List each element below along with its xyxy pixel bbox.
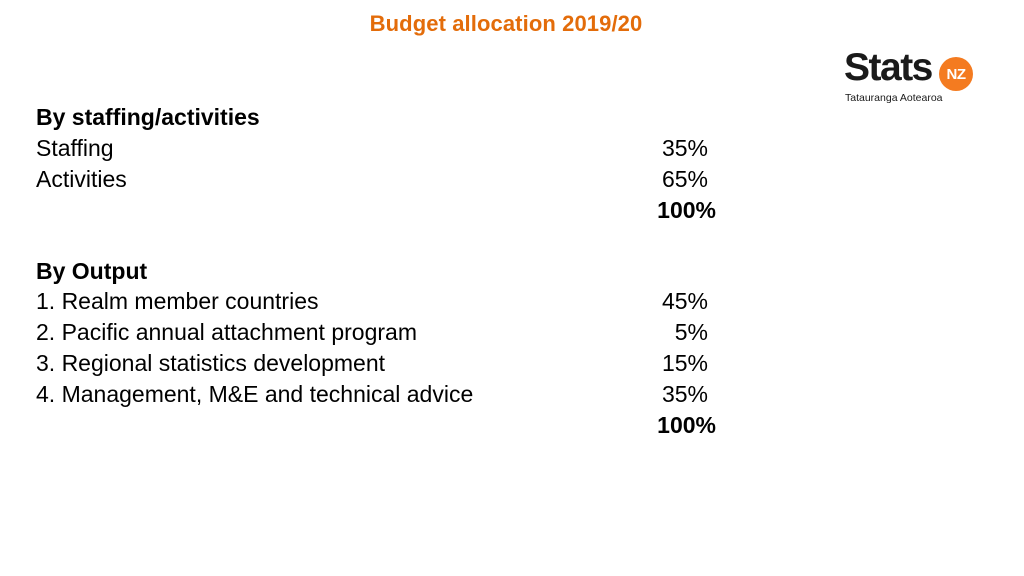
row-value: 45% xyxy=(661,288,708,314)
logo-tagline: Tatauranga Aotearoa xyxy=(845,92,943,104)
row-value: 65% xyxy=(661,166,708,192)
row-label: 1. Realm member countries xyxy=(36,288,319,314)
table-row: 4. Management, M&E and technical advice … xyxy=(36,381,716,411)
total-value: 100% xyxy=(657,197,716,223)
row-label: Staffing xyxy=(36,135,114,161)
row-value: 15% xyxy=(661,350,708,376)
table-row: 1. Realm member countries 45% xyxy=(36,288,716,318)
section-heading-staffing: By staffing/activities xyxy=(36,104,260,130)
logo-nz-badge: NZ xyxy=(939,57,973,91)
section-heading-output: By Output xyxy=(36,258,148,284)
table-row: 3. Regional statistics development 15% xyxy=(36,350,716,380)
row-label: 4. Management, M&E and technical advice xyxy=(36,381,474,407)
table-row: 2. Pacific annual attachment program 5% xyxy=(36,319,716,349)
row-label: 2. Pacific annual attachment program xyxy=(36,319,417,345)
total-row-output: 100% xyxy=(36,412,716,442)
row-value: 35% xyxy=(661,381,708,407)
row-value: 35% xyxy=(661,135,708,161)
total-row-staffing: 100% xyxy=(36,197,716,227)
row-label: 3. Regional statistics development xyxy=(36,350,386,376)
table-row: Activities 65% xyxy=(36,166,716,196)
row-label: Activities xyxy=(36,166,127,192)
table-row: Staffing 35% xyxy=(36,135,716,165)
slide-title: Budget allocation 2019/20 xyxy=(369,11,643,36)
row-value: 5% xyxy=(674,319,708,345)
logo-wordmark: Stats xyxy=(844,46,933,89)
stats-nz-logo: Stats NZ Tatauranga Aotearoa xyxy=(844,46,984,106)
total-value: 100% xyxy=(657,412,716,438)
